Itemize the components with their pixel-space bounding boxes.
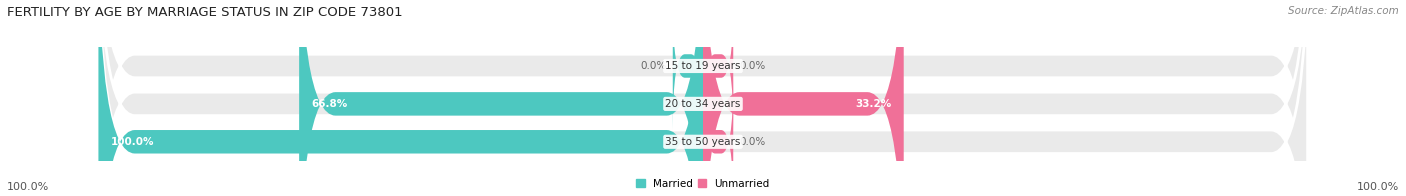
FancyBboxPatch shape <box>299 0 703 196</box>
FancyBboxPatch shape <box>98 0 1308 196</box>
FancyBboxPatch shape <box>703 78 734 196</box>
Text: Source: ZipAtlas.com: Source: ZipAtlas.com <box>1288 6 1399 16</box>
FancyBboxPatch shape <box>703 0 904 196</box>
Text: 100.0%: 100.0% <box>111 137 155 147</box>
FancyBboxPatch shape <box>98 0 703 196</box>
Text: 100.0%: 100.0% <box>7 182 49 192</box>
Text: 0.0%: 0.0% <box>740 61 765 71</box>
FancyBboxPatch shape <box>672 2 703 130</box>
Text: 15 to 19 years: 15 to 19 years <box>665 61 741 71</box>
Text: 66.8%: 66.8% <box>311 99 347 109</box>
Text: 20 to 34 years: 20 to 34 years <box>665 99 741 109</box>
Legend: Married, Unmarried: Married, Unmarried <box>636 179 770 189</box>
FancyBboxPatch shape <box>98 0 1308 196</box>
Text: 0.0%: 0.0% <box>740 137 765 147</box>
FancyBboxPatch shape <box>703 2 734 130</box>
Text: 35 to 50 years: 35 to 50 years <box>665 137 741 147</box>
Text: 100.0%: 100.0% <box>1357 182 1399 192</box>
FancyBboxPatch shape <box>98 0 1308 196</box>
Text: 33.2%: 33.2% <box>855 99 891 109</box>
Text: 0.0%: 0.0% <box>641 61 666 71</box>
Text: FERTILITY BY AGE BY MARRIAGE STATUS IN ZIP CODE 73801: FERTILITY BY AGE BY MARRIAGE STATUS IN Z… <box>7 6 402 19</box>
